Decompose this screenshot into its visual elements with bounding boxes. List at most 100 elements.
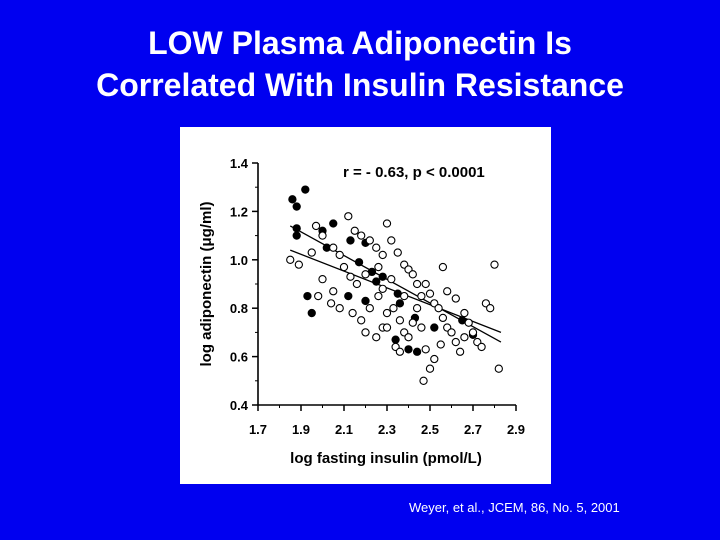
data-point-filled	[378, 272, 387, 281]
data-point-open	[451, 337, 460, 347]
data-point-filled	[307, 308, 316, 318]
x-tick-label: 2.3	[378, 422, 396, 437]
data-point-open	[425, 364, 435, 373]
data-point-filled	[412, 347, 422, 356]
data-point-open	[468, 328, 478, 337]
data-point-open	[436, 340, 445, 349]
data-point-open	[374, 262, 383, 272]
data-point-open	[408, 270, 417, 279]
data-point-open	[443, 287, 452, 296]
data-point-filled	[372, 277, 381, 286]
data-point-filled	[346, 236, 355, 245]
data-point-open	[387, 275, 396, 284]
data-point-open	[365, 236, 374, 245]
y-tick-label: 0.6	[230, 350, 248, 365]
data-point-filled	[361, 296, 370, 306]
data-point-filled	[288, 195, 297, 204]
data-point-open	[393, 248, 402, 257]
slide-title-line-1: LOW Plasma Adiponectin Is	[148, 25, 572, 61]
data-point-filled	[292, 224, 301, 233]
data-point-open	[460, 308, 469, 318]
data-point-open	[421, 345, 430, 354]
data-point-open	[326, 299, 336, 308]
data-point-filled	[303, 291, 312, 301]
data-point-open	[419, 376, 428, 385]
data-point-open	[438, 313, 448, 323]
data-point-open	[460, 333, 469, 342]
data-point-open	[344, 212, 353, 221]
data-point-open	[382, 308, 392, 318]
data-point-open	[318, 275, 327, 284]
data-point-open	[335, 250, 344, 260]
data-point-filled	[292, 231, 301, 240]
data-point-open	[417, 323, 426, 332]
data-point-filled	[430, 323, 439, 332]
data-point-open	[382, 323, 392, 332]
data-point-filled	[395, 299, 405, 308]
y-axis-label: log adiponectin (μg/ml)	[198, 201, 215, 366]
data-point-open	[350, 226, 359, 235]
data-point-filled	[329, 219, 338, 228]
data-point-open	[329, 287, 338, 296]
scatter-chart: r = - 0.63, p < 0.0001 log fasting insul…	[198, 156, 525, 467]
y-tick-label: 0.8	[230, 301, 248, 316]
slide-title: LOW Plasma Adiponectin Is Correlated Wit…	[0, 22, 720, 106]
data-point-open	[494, 364, 503, 373]
x-axis-label: log fasting insulin (pmol/L)	[290, 450, 482, 467]
data-point-open	[395, 347, 405, 356]
x-tick-label: 2.7	[464, 422, 482, 437]
y-tick-label: 1.2	[230, 204, 248, 219]
data-point-open	[455, 347, 465, 356]
data-point-open	[378, 250, 387, 260]
data-point-filled	[354, 258, 364, 267]
data-point-open	[412, 304, 422, 313]
data-point-open	[372, 243, 381, 252]
data-point-open	[314, 291, 323, 301]
data-point-filled	[292, 202, 301, 211]
data-point-open	[294, 260, 303, 269]
data-point-open	[389, 304, 398, 313]
x-tick-label: 1.9	[292, 422, 310, 437]
data-point-open	[421, 279, 430, 289]
data-point-open	[430, 354, 439, 364]
data-point-open	[400, 291, 409, 301]
data-point-open	[372, 333, 381, 342]
data-point-open	[477, 342, 486, 352]
data-point-filled	[301, 185, 310, 194]
data-point-open	[434, 304, 443, 313]
data-point-open	[408, 318, 417, 327]
chart-annotation: r = - 0.63, p < 0.0001	[343, 164, 485, 181]
figure-panel: r = - 0.63, p < 0.0001 log fasting insul…	[180, 127, 551, 484]
y-tick-label: 1.4	[230, 156, 249, 171]
data-point-open	[357, 231, 366, 240]
data-point-open	[490, 260, 499, 269]
x-tick-label: 1.7	[249, 422, 267, 437]
data-point-open	[348, 308, 357, 318]
data-point-open	[438, 262, 448, 272]
data-point-open	[361, 328, 370, 337]
data-point-open	[335, 304, 344, 313]
data-point-open	[339, 262, 349, 272]
data-point-filled	[344, 291, 353, 301]
slide-title-line-2: Correlated With Insulin Resistance	[96, 67, 624, 103]
x-tick-label: 2.1	[335, 422, 353, 437]
data-point-open	[486, 304, 495, 313]
data-point-open	[374, 291, 383, 301]
data-point-open	[417, 291, 426, 301]
data-point-open	[286, 255, 295, 264]
data-point-open	[425, 289, 435, 298]
y-tick-label: 1.0	[230, 253, 248, 268]
data-point-open	[307, 248, 316, 257]
data-point-open	[318, 231, 327, 240]
data-point-filled	[391, 335, 400, 344]
data-point-open	[382, 219, 392, 228]
data-point-open	[451, 294, 460, 303]
x-tick-label: 2.9	[507, 422, 525, 437]
data-point-open	[357, 316, 366, 325]
data-point-open	[378, 284, 387, 293]
data-point-open	[412, 279, 422, 289]
data-point-open	[447, 328, 456, 337]
data-point-open	[404, 333, 413, 342]
data-point-open	[329, 243, 338, 252]
data-point-open	[311, 221, 321, 231]
